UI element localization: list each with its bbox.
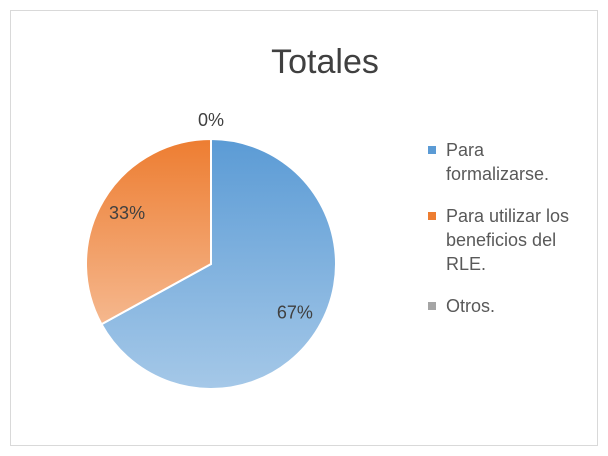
legend: Para formalizarse. Para utilizar los bene… <box>428 138 578 336</box>
data-label: 67% <box>277 302 313 322</box>
chart-title: Totales <box>271 43 379 81</box>
pie-slice <box>100 137 337 390</box>
data-label: 33% <box>109 203 145 223</box>
legend-label: Otros. <box>446 296 496 316</box>
legend-swatch <box>428 146 436 154</box>
data-label: 0% <box>198 110 224 130</box>
legend-swatch <box>428 302 436 310</box>
pie-slice <box>85 137 212 326</box>
legend-label: Para utilizar los beneficios del RLE. <box>446 206 570 274</box>
legend-item: Para utilizar los beneficios del RLE. <box>428 204 578 276</box>
legend-item: Para formalizarse. <box>428 138 578 186</box>
legend-label: Para formalizarse. <box>446 140 550 184</box>
legend-swatch <box>428 212 436 220</box>
legend-item: Otros. <box>428 294 578 318</box>
